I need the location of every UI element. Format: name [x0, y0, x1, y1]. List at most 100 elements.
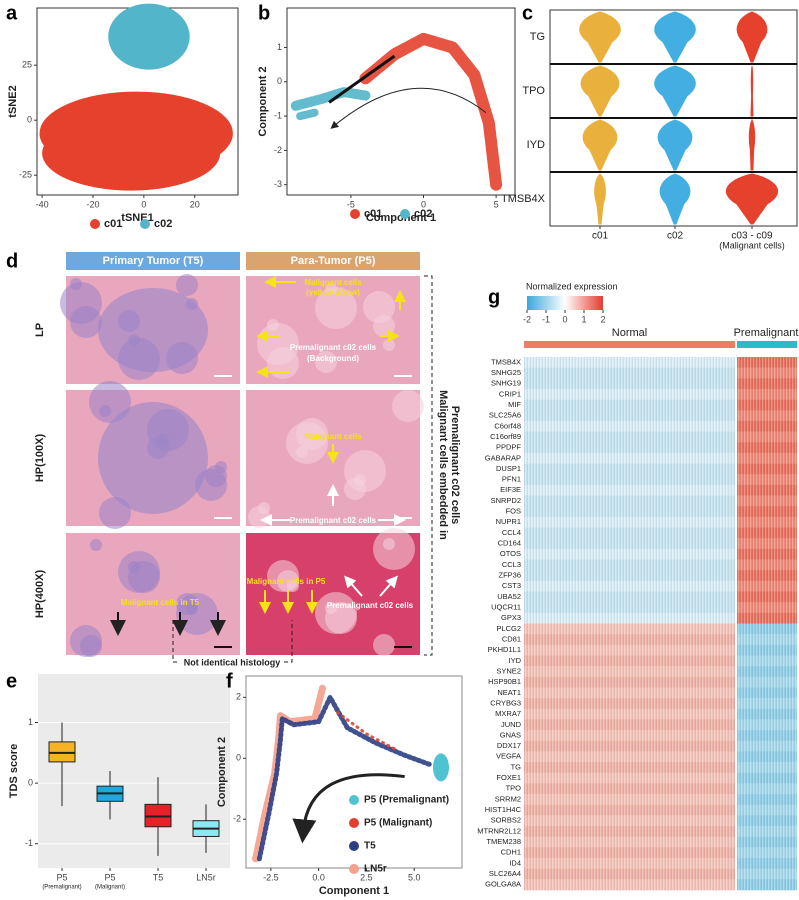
trajectory-p5-malignant	[336, 711, 397, 751]
trajectory-c01	[359, 32, 503, 191]
panel-label: a	[6, 2, 18, 24]
gene-label: C6orf48	[494, 421, 521, 430]
note: Not identical histology	[184, 657, 281, 667]
x-tick-label: 2.5	[360, 872, 373, 882]
tissue-texture	[344, 450, 386, 492]
y-axis-label: Component 2	[257, 66, 269, 136]
bracket	[424, 275, 433, 656]
tumor-nest	[98, 402, 208, 514]
gene-label: TMSB4X	[491, 357, 521, 366]
violin	[582, 119, 618, 171]
gene-label: SNRPD2	[491, 496, 521, 505]
tissue-texture	[373, 528, 415, 570]
gene-label: ZFP36	[498, 571, 521, 580]
direction-arrow	[330, 87, 487, 129]
plot-frame	[38, 674, 230, 868]
y-tick-label: -25	[19, 170, 32, 180]
legend-label: c02	[154, 218, 172, 230]
gene-label: CRYBG3	[490, 698, 521, 707]
tissue-texture	[90, 539, 102, 551]
gene-label: CST3	[502, 581, 521, 590]
group-label: c03 - c09	[731, 231, 773, 242]
x-tick-label: -20	[86, 199, 99, 209]
colorbar-title: Normalized expression	[526, 281, 618, 291]
panel-label: b	[258, 2, 270, 24]
violin	[725, 173, 779, 225]
gene-label: OTOS	[500, 549, 521, 558]
gene-label: TMEM238	[486, 837, 521, 846]
violin	[594, 173, 606, 225]
gene-label: VEGFA	[496, 752, 521, 761]
x-axis-label: Component 1	[366, 212, 436, 224]
y-tick-label: 0	[28, 778, 33, 788]
y-tick-label: 1	[277, 42, 282, 52]
tissue-texture	[383, 339, 395, 351]
legend-label: P5 (Malignant)	[364, 818, 432, 829]
gene-label: SLC26A4	[489, 869, 521, 878]
annotation: Premalignant c02 cells	[290, 516, 377, 525]
panel-label: e	[6, 670, 17, 692]
tissue-texture	[176, 274, 198, 296]
violin	[659, 173, 691, 225]
violin	[657, 119, 693, 171]
x-tick-label: -5	[347, 199, 355, 209]
group-label: c02	[667, 231, 684, 242]
violin	[654, 65, 696, 117]
y-tick-label: -2	[233, 814, 241, 824]
tissue-texture	[315, 351, 337, 373]
x-tick-label: 0.0	[312, 872, 325, 882]
panel-label: d	[6, 250, 18, 272]
annotation: Premalignant c02 cells	[290, 343, 377, 352]
x-tick-label: -2.5	[263, 872, 279, 882]
group-subtitle: (Malignant cells)	[719, 240, 785, 250]
legend-swatch	[400, 209, 410, 219]
gene-label: TPO	[506, 784, 522, 793]
gene-label: PFN1	[502, 475, 521, 484]
legend-swatch	[350, 209, 360, 219]
column-header	[246, 252, 420, 270]
gene-label: MIF	[508, 400, 521, 409]
legend-label: P5 (Premalignant)	[364, 795, 449, 806]
gene-label: NUPR1	[496, 517, 521, 526]
colorbar-tick-label: -1	[542, 314, 550, 324]
violin	[654, 11, 696, 63]
gene-label: CRIP1	[499, 389, 521, 398]
tissue-texture	[70, 306, 102, 338]
gene-label: SNHG25	[491, 368, 521, 377]
tissue-texture	[89, 381, 131, 423]
tissue-texture	[258, 502, 270, 514]
gene-label: TMSB4X	[501, 193, 546, 205]
column-header-label: Para-Tumor (P5)	[291, 255, 376, 267]
plot-frame	[286, 7, 516, 196]
gene-label: ID4	[509, 858, 521, 867]
violin	[748, 118, 756, 171]
x-tick-sublabel: (Premalignant)	[42, 885, 81, 891]
gene-label: NEAT1	[497, 688, 521, 697]
y-tick-label: 0	[27, 115, 32, 125]
gene-label: SYNE2	[496, 666, 521, 675]
gene-label: HIST1H4C	[485, 805, 522, 814]
y-axis-label: Component 2	[216, 737, 228, 807]
gene-label: GOLGA8A	[485, 880, 521, 889]
violin	[750, 65, 754, 117]
y-tick-label: 0	[236, 753, 241, 763]
tissue-texture	[296, 418, 328, 450]
y-tick-label: 25	[22, 60, 32, 70]
bracket-label: Premalignant c02 cells	[449, 406, 461, 525]
panel-label: c	[522, 2, 533, 24]
gene-label: JUND	[501, 720, 522, 729]
x-axis-label: Component 1	[319, 885, 389, 897]
gene-label: C16orf89	[490, 432, 521, 441]
colorbar-tick-label: 1	[581, 314, 586, 324]
x-tick-label: P5	[104, 872, 115, 882]
legend-swatch	[349, 795, 359, 805]
annotation: (yellow arrow)	[306, 288, 360, 297]
gene-label: GNAS	[500, 730, 521, 739]
y-tick-label: 2	[236, 692, 241, 702]
heatmap-texture	[524, 357, 797, 890]
legend-swatch	[90, 219, 100, 229]
x-tick-label: 0	[421, 199, 426, 209]
legend-label: c01	[104, 218, 122, 230]
trajectory-line	[328, 54, 396, 104]
